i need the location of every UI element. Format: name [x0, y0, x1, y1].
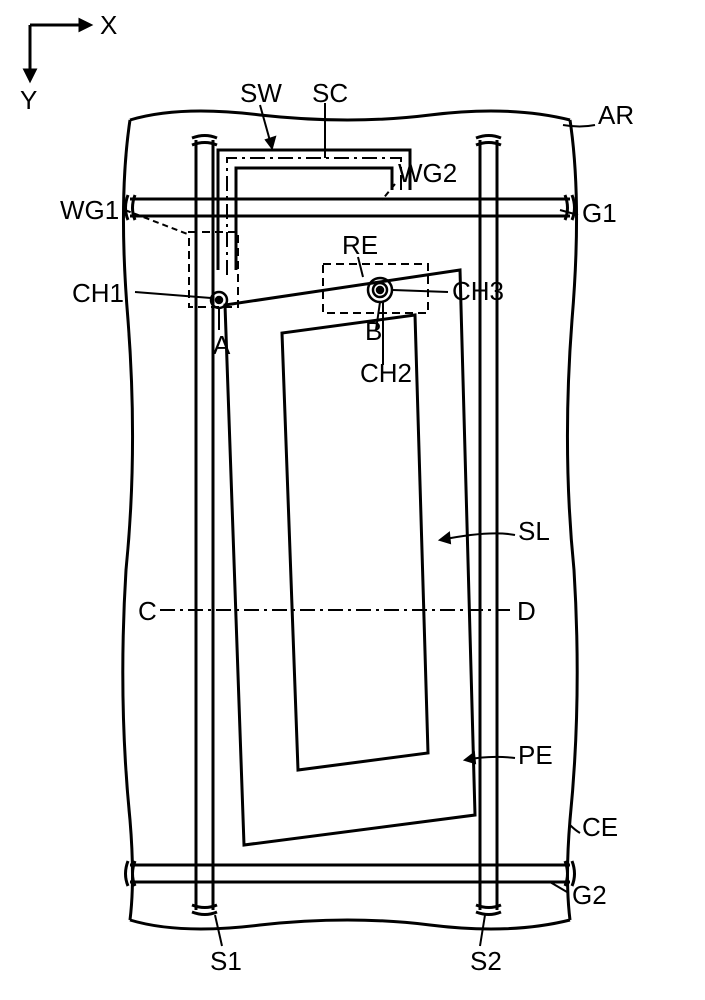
label-g2: G2	[572, 880, 607, 911]
label-c: C	[138, 596, 157, 627]
label-wg1: WG1	[60, 195, 119, 226]
gate-line-g1	[126, 195, 575, 220]
label-s1: S1	[210, 946, 242, 977]
label-ce: CE	[582, 812, 618, 843]
label-sc: SC	[312, 78, 348, 109]
label-pe: PE	[518, 740, 553, 771]
label-g1: G1	[582, 198, 617, 229]
label-ch3: CH3	[452, 276, 504, 307]
label-wg2: WG2	[398, 158, 457, 189]
technical-diagram	[0, 0, 705, 1000]
label-d: D	[517, 596, 536, 627]
label-ar: AR	[598, 100, 634, 131]
label-a: A	[213, 330, 230, 361]
pe-electrode	[225, 270, 475, 845]
axes	[25, 20, 90, 80]
source-line-s1	[192, 136, 217, 915]
label-ch1: CH1	[72, 278, 124, 309]
label-ch2: CH2	[360, 358, 412, 389]
source-line-s2	[476, 136, 501, 915]
sc-structure	[218, 150, 410, 270]
label-sl: SL	[518, 516, 550, 547]
gate-line-g2	[126, 861, 575, 886]
label-b: B	[365, 316, 382, 347]
label-sw: SW	[240, 78, 282, 109]
label-re: RE	[342, 230, 378, 261]
label-y: Y	[20, 85, 37, 116]
label-x: X	[100, 10, 117, 41]
label-s2: S2	[470, 946, 502, 977]
